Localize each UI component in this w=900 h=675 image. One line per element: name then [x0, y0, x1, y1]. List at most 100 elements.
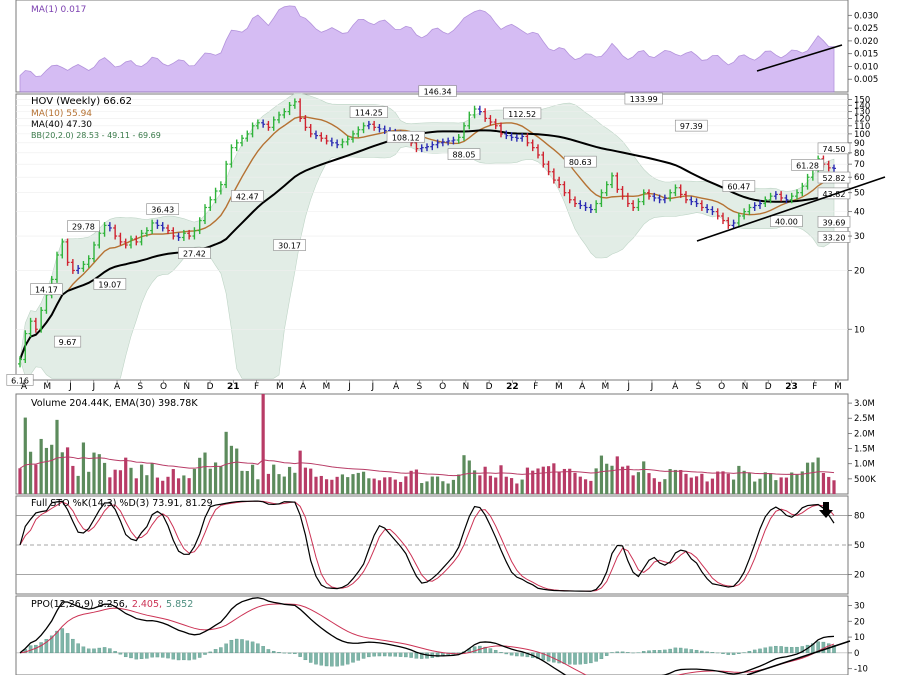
volume-bar: [171, 469, 175, 494]
ppo-histogram-bar: [145, 652, 149, 659]
volume-bar: [631, 475, 635, 494]
ppo-histogram-bar: [324, 652, 329, 667]
volume-bar: [303, 467, 308, 494]
price-annotation: 97.39: [680, 122, 703, 131]
price-trendline: [696, 176, 886, 242]
volume-bar: [753, 481, 757, 494]
volume-bar: [589, 480, 593, 494]
ppo-histogram-bar: [176, 652, 181, 661]
volume-bar: [425, 481, 429, 494]
x-axis-label: N: [463, 382, 470, 392]
volume-bar: [361, 471, 366, 494]
ppo-legend-v1: 8.256,: [98, 599, 128, 610]
volume-bar: [827, 476, 831, 494]
volume-bar: [240, 470, 244, 494]
volume-bar: [689, 477, 693, 494]
ppo-histogram-bar: [92, 648, 96, 654]
ppo-legend-name: PPO(12,26,9): [31, 599, 94, 610]
ppo-histogram-bar: [372, 652, 376, 657]
price-annotation: 19.07: [98, 280, 121, 289]
ppo-histogram-bar: [277, 652, 281, 654]
volume-bar: [60, 452, 64, 494]
price-axis-tick-label: 150: [854, 95, 870, 105]
volume-bar: [642, 461, 646, 494]
volume-bar: [499, 465, 503, 494]
ppo-histogram-bar: [419, 652, 424, 659]
ppo-histogram-bar: [721, 652, 725, 654]
volume-bar: [324, 479, 329, 494]
ppo-histogram-bar: [271, 650, 276, 654]
price-axis-tick-label: 50: [854, 189, 865, 199]
price-annotation-box: [503, 107, 542, 120]
x-axis-label: M: [43, 382, 51, 392]
ppo-histogram-bar: [28, 645, 33, 654]
x-axis-label: F: [812, 382, 817, 392]
price-annotation: 133.99: [630, 95, 658, 104]
volume-bar: [287, 466, 292, 494]
volume-bar: [546, 466, 551, 494]
volume-bar: [256, 479, 260, 494]
x-axis-label: A: [21, 382, 28, 392]
volume-bar: [50, 444, 54, 494]
volume-bar: [81, 442, 86, 494]
ppo-histogram-bar: [641, 651, 646, 654]
ppo-histogram-bar: [55, 630, 59, 654]
ppo-axis-tick-label: 0: [854, 649, 859, 659]
ppo-histogram-bar: [166, 652, 170, 659]
x-axis-label: O: [718, 382, 725, 392]
volume-bar: [657, 481, 662, 494]
ppo-histogram-bar: [293, 652, 297, 655]
volume-bar: [441, 481, 445, 494]
volume-bar: [679, 469, 683, 494]
volume-bar: [668, 469, 672, 494]
volume-bar: [203, 452, 207, 494]
volume-bar: [811, 462, 815, 494]
x-axis-label: M: [602, 382, 610, 392]
ma40-line: [19, 129, 835, 360]
price-annotation-box: [791, 159, 824, 171]
volume-bar: [192, 468, 197, 494]
ppo-histogram-bar: [345, 652, 350, 665]
volume-axis-tick-label: 2.0M: [854, 429, 875, 439]
volume-bar: [356, 472, 360, 494]
price-annotation: 29.78: [72, 223, 95, 232]
price-annotation-box: [418, 85, 457, 97]
ppo-histogram-bar: [758, 648, 762, 654]
price-annotation-box: [30, 283, 63, 295]
price-axis-tick-label: 80: [854, 149, 865, 159]
x-axis-label: 22: [506, 382, 519, 392]
ppo-histogram-bar: [409, 652, 413, 658]
price-annotation: 114.25: [355, 109, 383, 118]
price-annotation-box: [349, 106, 388, 118]
sto-k-line: [19, 500, 835, 592]
ppo-histogram-bar: [123, 652, 128, 658]
volume-bar: [139, 464, 144, 494]
ratio-axis-tick-label: 0.030: [854, 11, 878, 21]
x-axis-label: 21: [227, 382, 240, 392]
volume-bar: [34, 464, 38, 494]
price-panel: 6.16 14.17 9.67 29.78 19.07 36.43 27.42 42.47 30…: [6, 85, 886, 386]
ppo-histogram-bar: [71, 638, 75, 654]
price-annotation: 33.20: [823, 233, 846, 242]
ppo-histogram-bar: [710, 652, 715, 654]
volume-bar: [536, 468, 540, 494]
volume-bar: [129, 467, 133, 494]
ppo-histogram-bar: [129, 652, 133, 659]
volume-panel: [18, 394, 836, 494]
volume-bar: [298, 450, 302, 494]
price-annotation-box: [563, 155, 597, 168]
volume-bar: [340, 474, 345, 494]
ppo-panel: [16, 597, 851, 675]
price-axis-tick-label: 100: [854, 130, 870, 140]
volume-bar: [176, 478, 181, 494]
volume-bar: [277, 474, 281, 494]
volume-bar: [805, 462, 810, 494]
ppo-histogram-bar: [388, 652, 392, 657]
ppo-histogram-bar: [256, 643, 260, 654]
volume-axis-tick-label: 3.0M: [854, 399, 875, 409]
volume-bar: [583, 479, 588, 494]
ppo-histogram-bar: [774, 645, 778, 654]
x-axis-label: M: [555, 382, 563, 392]
ppo-histogram-bar: [49, 635, 54, 654]
x-axis-label: S: [696, 382, 702, 392]
